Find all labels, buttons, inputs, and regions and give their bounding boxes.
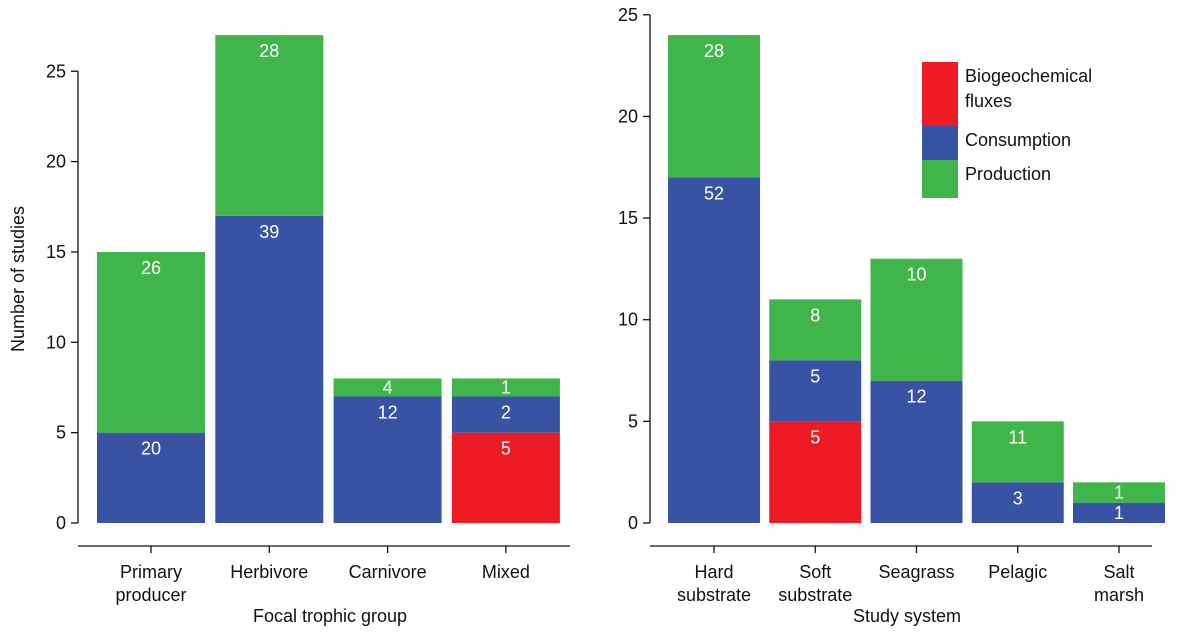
bar-biogeochemical-fluxes-mixed [451, 432, 560, 523]
data-label: 4 [383, 377, 393, 397]
x-tick-label-mixed: Mixed [482, 562, 530, 582]
y-tick-label: 15 [618, 208, 638, 228]
bar-biogeochemical-fluxes-soft-substrate [769, 421, 862, 523]
data-label: 11 [1008, 427, 1027, 447]
y-tick-label: 5 [628, 411, 638, 431]
legend-swatch-consumption [922, 126, 958, 160]
data-label: 28 [704, 41, 724, 61]
bar-consumption-carnivore [333, 396, 442, 523]
y-tick-label: 15 [46, 242, 66, 262]
bar-consumption-mixed [451, 396, 560, 433]
bar-production-salt-marsh [1073, 482, 1165, 503]
x-axis-title: Focal trophic group [253, 606, 407, 626]
bar-consumption-pelagic [971, 482, 1064, 523]
y-axis-title: Number of studies [8, 206, 28, 352]
data-label: 10 [906, 265, 926, 285]
data-label: 3 [1013, 488, 1023, 508]
x-axis-title: Study system [853, 606, 961, 626]
x-tick-label-carnivore: Carnivore [349, 562, 427, 582]
y-tick-label: 10 [618, 310, 638, 330]
data-label: 1 [1114, 483, 1124, 503]
x-tick-label-soft-substrate: Soft substrate [778, 562, 852, 605]
y-tick-label: 25 [46, 61, 66, 81]
bar-production-seagrass [870, 258, 963, 381]
bar-production-mixed [451, 378, 560, 397]
x-tick-label-seagrass: Seagrass [878, 562, 954, 582]
legend-label-biogeochemical-fluxes: Biogeochemical fluxes [965, 66, 1092, 111]
bar-consumption-primary-producer [97, 432, 205, 523]
legend-swatch-biogeochemical-fluxes [922, 62, 958, 126]
data-label: 39 [259, 222, 279, 242]
y-tick-label: 5 [56, 423, 66, 443]
y-tick-label: 0 [56, 513, 66, 533]
legend-label-production: Production [965, 164, 1051, 184]
data-label: 2 [501, 403, 511, 423]
legend-label-consumption: Consumption [965, 130, 1071, 150]
x-tick-label-hard-substrate: Hard substrate [677, 562, 751, 605]
legend-swatch-production [922, 160, 958, 198]
data-label: 52 [704, 183, 724, 203]
data-label: 1 [501, 377, 511, 397]
y-tick-label: 0 [628, 513, 638, 533]
x-tick-label-herbivore: Herbivore [230, 562, 308, 582]
y-tick-label: 20 [618, 106, 638, 126]
x-tick-label-primary-producer: Primary producer [115, 562, 186, 605]
data-label: 12 [378, 403, 398, 423]
bar-production-carnivore [333, 378, 442, 397]
bar-consumption-salt-marsh [1073, 502, 1165, 523]
bar-consumption-hard-substrate [668, 177, 760, 523]
bar-production-primary-producer [97, 251, 205, 433]
y-tick-label: 10 [46, 332, 66, 352]
data-label: 5 [810, 427, 820, 447]
data-label: 28 [259, 41, 279, 61]
bar-consumption-seagrass [870, 380, 963, 523]
bar-production-herbivore [215, 35, 324, 216]
data-label: 20 [141, 439, 161, 459]
data-label: 5 [501, 439, 511, 459]
data-label: 5 [810, 366, 820, 386]
y-tick-label: 20 [46, 152, 66, 172]
bar-production-hard-substrate [668, 35, 760, 178]
bar-production-soft-substrate [769, 299, 862, 361]
data-label: 8 [810, 305, 820, 325]
legend: Biogeochemical fluxes Consumption Productio… [922, 62, 1092, 198]
x-tick-label-salt-marsh: Salt marsh [1094, 562, 1144, 605]
data-label: 26 [141, 258, 161, 278]
bar-consumption-herbivore [215, 215, 324, 523]
x-tick-label-pelagic: Pelagic [988, 562, 1047, 582]
y-tick-label: 25 [618, 5, 638, 25]
bar-consumption-soft-substrate [769, 360, 862, 422]
data-label: 1 [1114, 503, 1124, 523]
bar-production-pelagic [971, 421, 1064, 483]
data-label: 12 [906, 387, 926, 407]
